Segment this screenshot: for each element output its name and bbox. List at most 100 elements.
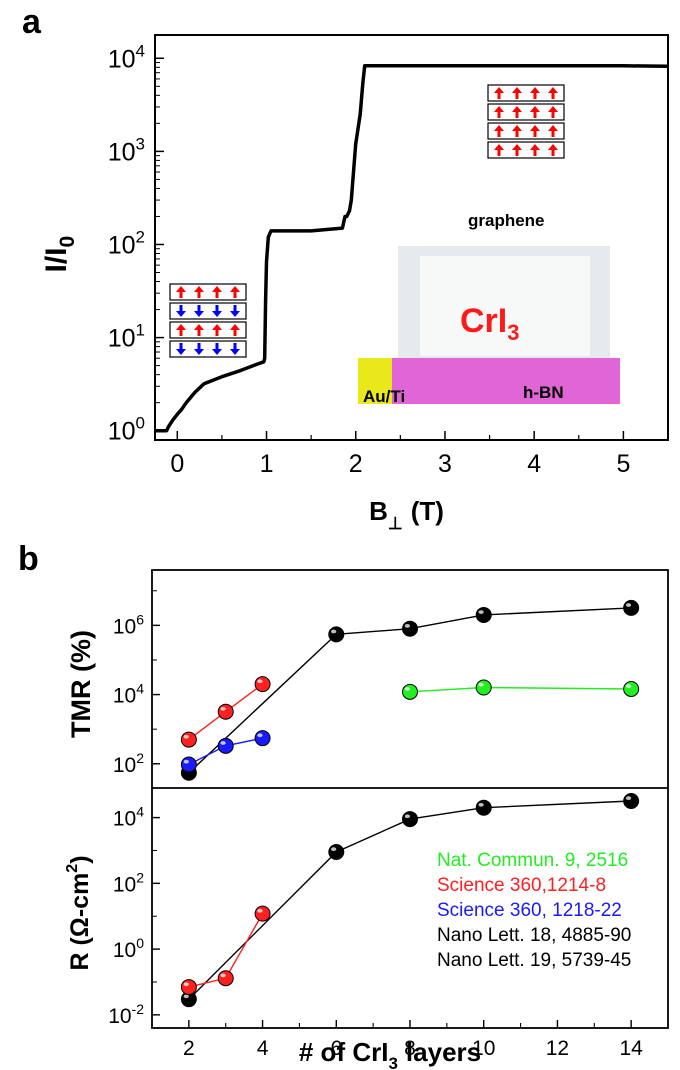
panel-b-x-tick-label: 14 [619, 1037, 643, 1060]
legend-entry: Science 360, 1218-22 [437, 900, 622, 921]
spin-aligned-arrow-head [548, 87, 558, 93]
spin-antialigned-layer [169, 283, 247, 301]
panel-a-x-tick-label: 0 [170, 450, 184, 478]
spin-aligned-arrow-head [530, 87, 540, 93]
tmr-data-point-highlight [183, 759, 189, 764]
tmr-data-point-highlight [625, 603, 632, 607]
panel-b-x-tick-label: 6 [330, 1037, 342, 1060]
spin-antialigned-arrow-head [176, 286, 186, 292]
panel-b-x-tick-label: 10 [472, 1037, 495, 1060]
tmr-data-point-highlight [478, 610, 484, 614]
spin-aligned-arrow-head [548, 144, 558, 150]
panel-a-x-tick-label: 5 [616, 450, 630, 478]
tmr-series-line [409, 686, 632, 693]
spin-aligned-arrow-head [512, 87, 522, 93]
spin-aligned-layer [487, 141, 565, 159]
tmr-data-point [475, 606, 492, 623]
spin-diagram-antialigned [169, 283, 247, 358]
tmr-y-tick-label: 104 [113, 681, 144, 708]
hbn-label: h-BN [523, 383, 564, 402]
resistance-y-tick-label: 104 [113, 804, 144, 831]
tmr-data-point [623, 599, 640, 616]
au-ti-contact [358, 358, 392, 404]
tmr-data-point [180, 756, 197, 773]
spin-antialigned-arrow-head [194, 349, 204, 355]
spin-antialigned-arrow-head [230, 311, 240, 317]
cri3-lattice [420, 256, 590, 356]
spin-aligned-arrow-head [548, 125, 558, 131]
hbn-layer [358, 358, 620, 404]
tmr-data-point-highlight [404, 687, 410, 691]
tmr-data-point [402, 620, 418, 637]
panel-a-y-tick-label: 104 [108, 41, 145, 73]
panel-a-y-tick-label: 103 [108, 134, 145, 166]
tmr-data-point-highlight [625, 684, 632, 689]
tmr-data-point [623, 680, 640, 697]
resistance-data-point-highlight [331, 847, 337, 851]
cri3-label: CrI3 [460, 302, 519, 345]
spin-antialigned-arrow-head [194, 311, 204, 317]
panel-a-x-tick-label: 4 [527, 450, 541, 478]
legend-entry: Science 360,1214-8 [437, 875, 606, 896]
resistance-data-point-highlight [478, 802, 484, 807]
resistance-y-tick-label: 102 [113, 869, 144, 896]
spin-aligned-arrow-head [494, 144, 504, 150]
tmr-data-point [180, 731, 197, 748]
spin-aligned-arrow-head [530, 106, 540, 112]
tmr-data-point-highlight [220, 706, 226, 711]
spin-antialigned-arrow-head [212, 349, 222, 355]
legend-entry: Nat. Commun. 9, 2516 [437, 850, 628, 871]
graphene-label: graphene [468, 211, 545, 230]
spin-aligned-layer [487, 84, 565, 102]
spin-antialigned-arrow-head [194, 324, 204, 330]
tmr-data-point-highlight [478, 682, 484, 687]
tmr-data-point [254, 676, 271, 693]
legend-entry: Nano Lett. 18, 4885-90 [437, 925, 631, 946]
spin-aligned-layer [487, 103, 565, 121]
resistance-data-point [475, 799, 492, 816]
spin-diagram-aligned [487, 84, 565, 159]
resistance-data-point [217, 970, 234, 987]
spin-aligned-arrow-head [494, 87, 504, 93]
spin-aligned-arrow-head [530, 125, 540, 131]
panel-a-y-axis-label: I/I0 [40, 236, 79, 273]
resistance-data-point [254, 905, 271, 922]
resistance-data-point-highlight [257, 908, 263, 913]
resistance-y-tick-label: 100 [113, 935, 144, 962]
panel-a-x-axis-label: B⊥ (T) [369, 496, 444, 533]
tmr-data-point-highlight [331, 629, 337, 634]
spin-antialigned-arrow-head [176, 324, 186, 330]
tmr-data-point-highlight [404, 623, 410, 628]
tmr-y-tick-label: 102 [113, 750, 144, 777]
resistance-data-point-highlight [183, 982, 189, 987]
resistance-data-point-highlight [220, 973, 226, 978]
panel-a-x-tick-label: 3 [438, 450, 452, 478]
spin-aligned-arrow-head [512, 125, 522, 131]
spin-antialigned-arrow-head [230, 324, 240, 330]
spin-aligned-arrow-head [530, 144, 540, 150]
device-inset: graphene CrI3 h-BN Au/Ti [358, 211, 620, 406]
tmr-y-tick-label: 106 [113, 611, 144, 638]
panel-b-label: b [18, 540, 39, 578]
spin-antialigned-layer [169, 340, 247, 358]
au-ti-label: Au/Ti [363, 387, 405, 406]
tmr-data-point-highlight [183, 734, 189, 739]
tmr-data-point-highlight [257, 733, 263, 738]
panel-a-x-tick-label: 2 [349, 450, 363, 478]
resistance-data-point [402, 811, 418, 828]
spin-antialigned-arrow-head [176, 349, 186, 355]
spin-antialigned-arrow-head [212, 286, 222, 292]
spin-antialigned-arrow-head [230, 286, 240, 292]
panel-b-x-tick-label: 12 [546, 1037, 569, 1060]
spin-aligned-arrow-head [512, 144, 522, 150]
spin-antialigned-arrow-head [212, 324, 222, 330]
spin-aligned-arrow-head [494, 106, 504, 112]
tmr-data-point-highlight [220, 741, 226, 745]
legend: Nat. Commun. 9, 2516 Science 360,1214-8 Sc… [437, 850, 631, 971]
resistance-data-point-highlight [625, 796, 632, 801]
panel-b: b TMR (%) R (Ω-cm2) # of CrI3 layers Nat.… [18, 540, 669, 1070]
layers-x-axis-label: # of CrI3 layers [299, 1037, 481, 1070]
legend-entry: Nano Lett. 19, 5739-45 [437, 950, 631, 971]
tmr-data-point [475, 679, 492, 696]
